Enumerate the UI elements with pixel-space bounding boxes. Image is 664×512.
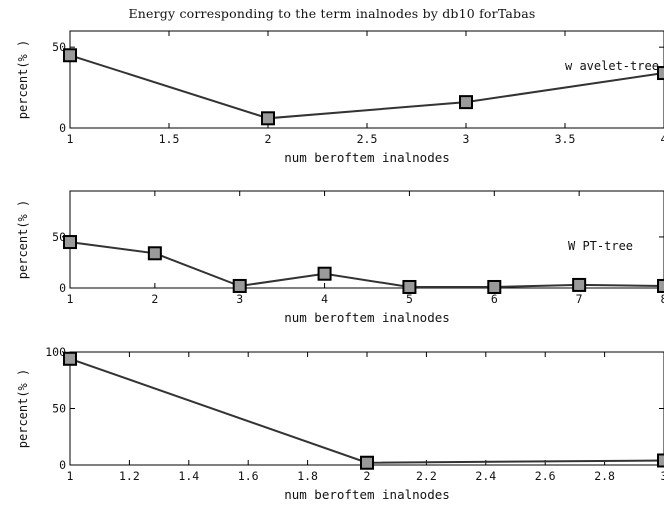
x-tick-label: 5: [406, 292, 413, 306]
y-axis-label: percent(% ): [16, 40, 30, 119]
series-line: [69, 54, 664, 120]
data-point: [63, 48, 77, 63]
y-axis-label: percent(% ): [16, 200, 30, 279]
y-tick-label: 50: [52, 40, 66, 54]
data-point: [261, 111, 275, 126]
x-tick-label: 1: [67, 292, 74, 306]
data-point: [317, 266, 332, 281]
x-tick-label: 8: [661, 292, 664, 306]
plot-annotation: W PT-tree: [568, 239, 633, 253]
x-tick-label: 4: [321, 292, 328, 306]
y-tick-label: 50: [52, 402, 66, 416]
x-tick-label: 1.6: [238, 469, 259, 483]
x-tick-label: 3: [236, 292, 243, 306]
x-tick-label: 1.5: [159, 132, 180, 146]
x-tick-label: 3: [463, 132, 470, 146]
x-tick-label: 3.5: [555, 132, 576, 146]
chart-panel-1: 1 1.5 2 2.5 3 3.5 4 0 50 num beroftem inalnodes pe…: [16, 30, 664, 165]
series-line: [69, 241, 664, 288]
data-point: [63, 351, 77, 366]
y-axis-label: percent(% ): [16, 369, 30, 448]
data-point: [147, 246, 162, 261]
x-tick-label: 2.8: [594, 469, 615, 483]
x-tick-label: 2.6: [535, 469, 556, 483]
x-tick-label: 4: [661, 132, 664, 146]
x-axis-label: num beroftem inalnodes: [284, 487, 450, 502]
x-tick-label: 3: [661, 469, 664, 483]
x-tick-label: 2: [265, 132, 272, 146]
y-tick-label: 50: [52, 230, 66, 244]
data-point: [232, 278, 247, 293]
data-point: [657, 66, 664, 81]
plot-frame: [69, 30, 664, 129]
data-point: [402, 279, 417, 294]
data-point: [487, 279, 502, 294]
x-tick-label: 2.4: [475, 469, 496, 483]
x-tick-label: 1.4: [178, 469, 199, 483]
data-point: [657, 278, 664, 293]
x-tick-label: 2: [364, 469, 371, 483]
x-tick-label: 7: [576, 292, 583, 306]
data-point: [657, 453, 664, 468]
data-point: [63, 235, 77, 250]
x-tick-label: 2: [151, 292, 158, 306]
x-tick-label: 1: [67, 132, 74, 146]
x-axis-label: num beroftem inalnodes: [284, 310, 450, 325]
x-axis-label: num beroftem inalnodes: [284, 150, 450, 165]
x-tick-label: 2.2: [416, 469, 437, 483]
chart-panel-3: 1 1.2 1.4 1.6 1.8 2 2.2 2.4 2.6 2.8 3 0 50 100 num ber…: [16, 345, 664, 502]
data-point: [572, 277, 587, 292]
plot-frame: [69, 351, 664, 466]
series-line: [69, 357, 664, 464]
y-tick-label: 0: [59, 458, 66, 472]
x-tick-label: 1.2: [119, 469, 140, 483]
chart-panel-2: 1 2 3 4 5 6 7 8 0 50 num beroftem inalnodes percent…: [16, 190, 664, 325]
x-tick-label: 1.8: [297, 469, 318, 483]
plot-annotation: w avelet-tree: [565, 59, 659, 73]
x-tick-label: 2.5: [357, 132, 378, 146]
x-tick-label: 6: [491, 292, 498, 306]
y-tick-label: 100: [45, 345, 66, 359]
x-tick-label: 1: [67, 469, 74, 483]
figure-title: Energy corresponding to the term inalnod…: [128, 6, 536, 21]
data-point: [360, 455, 374, 470]
y-tick-label: 0: [59, 121, 66, 135]
y-tick-label: 0: [59, 281, 66, 295]
data-point: [459, 95, 473, 110]
